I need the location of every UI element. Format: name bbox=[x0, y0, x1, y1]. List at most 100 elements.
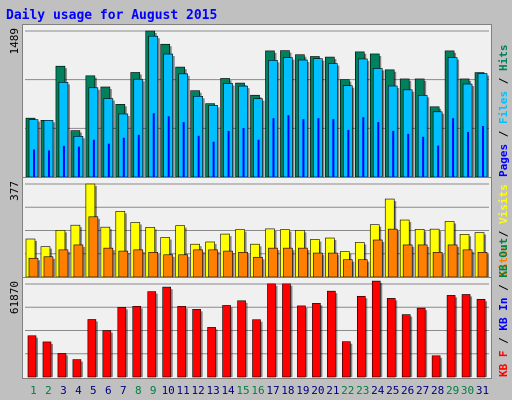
x-tick-label: 27 bbox=[416, 384, 429, 397]
bar-kb-f bbox=[356, 295, 366, 378]
x-tick-label: 31 bbox=[476, 384, 489, 397]
bar-pages bbox=[167, 116, 170, 177]
panel-kbytes: 61870 KB F / KB In / KB Out bbox=[8, 238, 510, 379]
y-max-label: 1489 bbox=[8, 28, 21, 55]
bar-pages bbox=[392, 130, 395, 177]
x-tick-label: 19 bbox=[296, 384, 309, 397]
bar-sites bbox=[298, 247, 308, 278]
bar-pages bbox=[467, 131, 470, 177]
bar-sites bbox=[103, 247, 114, 278]
x-tick-label: 12 bbox=[192, 384, 205, 397]
bar-sites bbox=[28, 257, 39, 278]
bar-kb-f bbox=[237, 300, 246, 378]
bar-sites bbox=[357, 259, 368, 278]
x-tick-label: 16 bbox=[251, 384, 264, 397]
x-tick-label: 8 bbox=[135, 384, 142, 397]
x-tick-label: 4 bbox=[75, 384, 82, 397]
bar-kb-f bbox=[192, 309, 201, 378]
bar-kb-f bbox=[312, 303, 321, 378]
bar-pages bbox=[407, 133, 410, 177]
legend: Pages / Files / Hits bbox=[497, 45, 510, 178]
bar-kb-f bbox=[431, 355, 441, 378]
x-tick-label: 7 bbox=[120, 384, 127, 397]
bar-pages bbox=[47, 150, 50, 177]
chart-panels: 1489 Pages / Files / Hits 377 Sites / Visit… bbox=[8, 24, 510, 379]
bar-sites bbox=[73, 244, 84, 278]
bar-kb-f bbox=[446, 295, 456, 378]
bar-sites bbox=[343, 259, 353, 278]
bar-kb-f bbox=[401, 314, 411, 378]
bar-pages bbox=[332, 119, 335, 177]
x-tick-label: 13 bbox=[206, 384, 219, 397]
bar-sites bbox=[238, 252, 248, 278]
bar-sites bbox=[283, 247, 293, 278]
x-tick-label: 17 bbox=[266, 384, 279, 397]
bar-kb-f bbox=[42, 341, 52, 378]
bar-pages bbox=[62, 145, 65, 177]
bar-kb-f bbox=[147, 291, 157, 378]
bar-kb-f bbox=[222, 305, 231, 378]
bar-kb-f bbox=[87, 319, 97, 378]
bar-sites bbox=[253, 256, 263, 278]
bar-sites bbox=[372, 239, 383, 278]
bar-sites bbox=[88, 216, 99, 278]
bar-kb-f bbox=[342, 341, 351, 378]
bar-pages bbox=[347, 129, 350, 177]
bar-kb-f bbox=[416, 307, 426, 378]
x-tick-label: 28 bbox=[431, 384, 444, 397]
panel-visits-sites: 377 Sites / Visits bbox=[8, 177, 510, 279]
bar-pages bbox=[422, 136, 425, 177]
bar-pages bbox=[92, 139, 95, 177]
bar-kb-f bbox=[162, 286, 172, 378]
bar-kb-f bbox=[207, 327, 216, 378]
bar-pages bbox=[317, 118, 320, 177]
bar-sites bbox=[447, 244, 458, 278]
bar-pages bbox=[77, 146, 80, 177]
bar-pages bbox=[197, 135, 200, 177]
chart-title: Daily usage for August 2015 bbox=[6, 8, 217, 23]
legend-separator: / bbox=[497, 278, 510, 298]
x-tick-label: 22 bbox=[341, 384, 354, 397]
x-tick-label: 23 bbox=[356, 384, 369, 397]
x-tick-label: 29 bbox=[446, 384, 459, 397]
x-axis-labels: 1 2 3 4 5 6 7 8 9 10 11 12 13 14 15 16 17 18 19 20 21 22 23 24 2… bbox=[30, 384, 489, 397]
bar-pages bbox=[287, 115, 290, 177]
bar-sites bbox=[268, 247, 278, 278]
bar-sites bbox=[387, 228, 398, 278]
legend-entry: Pages bbox=[497, 144, 510, 177]
bar-pages bbox=[227, 130, 230, 177]
x-tick-label: 5 bbox=[90, 384, 97, 397]
legend-separator: / bbox=[497, 224, 510, 244]
x-tick-label: 11 bbox=[177, 384, 190, 397]
x-tick-label: 26 bbox=[401, 384, 414, 397]
bar-kb-f bbox=[252, 319, 261, 378]
legend-separator: / bbox=[497, 331, 510, 351]
x-tick-label: 10 bbox=[162, 384, 175, 397]
bar-pages bbox=[122, 137, 125, 177]
x-tick-label: 9 bbox=[150, 384, 157, 397]
bar-pages bbox=[182, 122, 185, 177]
bar-sites bbox=[223, 250, 233, 278]
bar-pages bbox=[377, 122, 380, 177]
bar-sites bbox=[118, 250, 129, 278]
bar-kb-f bbox=[57, 353, 67, 378]
panel-hits-files-pages: 1489 Pages / Files / Hits bbox=[8, 24, 510, 179]
x-tick-label: 2 bbox=[45, 384, 52, 397]
bar-sites bbox=[462, 249, 473, 278]
bar-pages bbox=[482, 126, 485, 177]
legend-entry: Hits bbox=[497, 45, 510, 72]
bar-pages bbox=[272, 118, 275, 177]
bar-sites bbox=[208, 249, 218, 278]
y-max-label: 61870 bbox=[8, 281, 21, 314]
x-tick-label: 18 bbox=[281, 384, 294, 397]
bar-sites bbox=[432, 252, 443, 278]
bar-pages bbox=[452, 118, 455, 177]
x-tick-label: 1 bbox=[30, 384, 37, 397]
x-tick-label: 25 bbox=[386, 384, 399, 397]
bar-kb-f bbox=[386, 298, 396, 378]
bar-pages bbox=[152, 113, 155, 177]
bar-sites bbox=[43, 256, 54, 278]
bar-pages bbox=[107, 143, 110, 177]
bar-sites bbox=[148, 252, 159, 278]
legend: KB F / KB In / KB Out bbox=[497, 238, 510, 377]
